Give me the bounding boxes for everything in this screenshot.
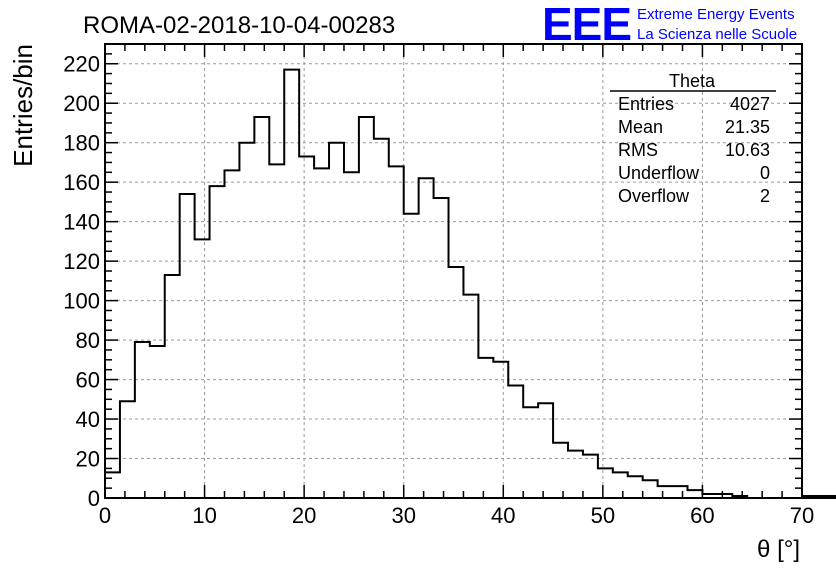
x-tick-label: 70: [790, 503, 814, 528]
y-tick-label: 180: [63, 131, 100, 156]
y-tick-label: 220: [63, 52, 100, 77]
stats-row-value: 2: [760, 186, 770, 206]
chart-title: ROMA-02-2018-10-04-00283: [83, 12, 395, 39]
stats-row-value: 10.63: [725, 140, 770, 160]
logo-line-1: Extreme Energy Events: [637, 6, 795, 23]
y-axis-label: Entries/bin: [8, 44, 38, 167]
y-tick-label: 120: [63, 249, 100, 274]
x-tick-label: 10: [192, 503, 216, 528]
stats-box: Theta Entries 4027 Mean 21.35 RMS 10.63 Underf…: [610, 71, 776, 206]
y-tick-label: 20: [76, 447, 100, 472]
stats-row-value: 0: [760, 163, 770, 183]
x-tick-label: 40: [491, 503, 515, 528]
stats-row-label: Entries: [618, 94, 674, 114]
x-axis-label: θ [°]: [757, 536, 800, 563]
stats-row-label: Underflow: [618, 163, 700, 183]
eee-logo: EEE: [542, 0, 631, 50]
stats-row-value: 4027: [730, 94, 770, 114]
y-tick-label: 0: [88, 486, 100, 511]
stats-row-value: 21.35: [725, 117, 770, 137]
x-tick-label: 0: [99, 503, 111, 528]
stats-rows: Entries 4027 Mean 21.35 RMS 10.63 Underflow 0 Ov…: [618, 94, 770, 206]
x-tick-label: 30: [391, 503, 415, 528]
axis-ticks: 0 10 20 30 40 50 60 700204060801001201401601802…: [63, 43, 814, 528]
y-tick-label: 200: [63, 91, 100, 116]
y-tick-label: 40: [76, 407, 100, 432]
stats-row-label: RMS: [618, 140, 658, 160]
y-tick-label: 60: [76, 368, 100, 393]
x-tick-label: 50: [591, 503, 615, 528]
logo-line-2: La Scienza nelle Scuole: [637, 26, 797, 43]
x-tick-label: 60: [690, 503, 714, 528]
stats-row-label: Mean: [618, 117, 663, 137]
stats-row-label: Overflow: [618, 186, 690, 206]
plot-frame: [104, 43, 803, 499]
y-tick-label: 140: [63, 210, 100, 235]
y-tick-label: 80: [76, 328, 100, 353]
stats-title: Theta: [669, 71, 716, 91]
grid: [105, 44, 802, 498]
histogram-line: [104, 68, 836, 499]
y-tick-label: 100: [63, 289, 100, 314]
x-tick-label: 20: [292, 503, 316, 528]
y-tick-label: 160: [63, 170, 100, 195]
